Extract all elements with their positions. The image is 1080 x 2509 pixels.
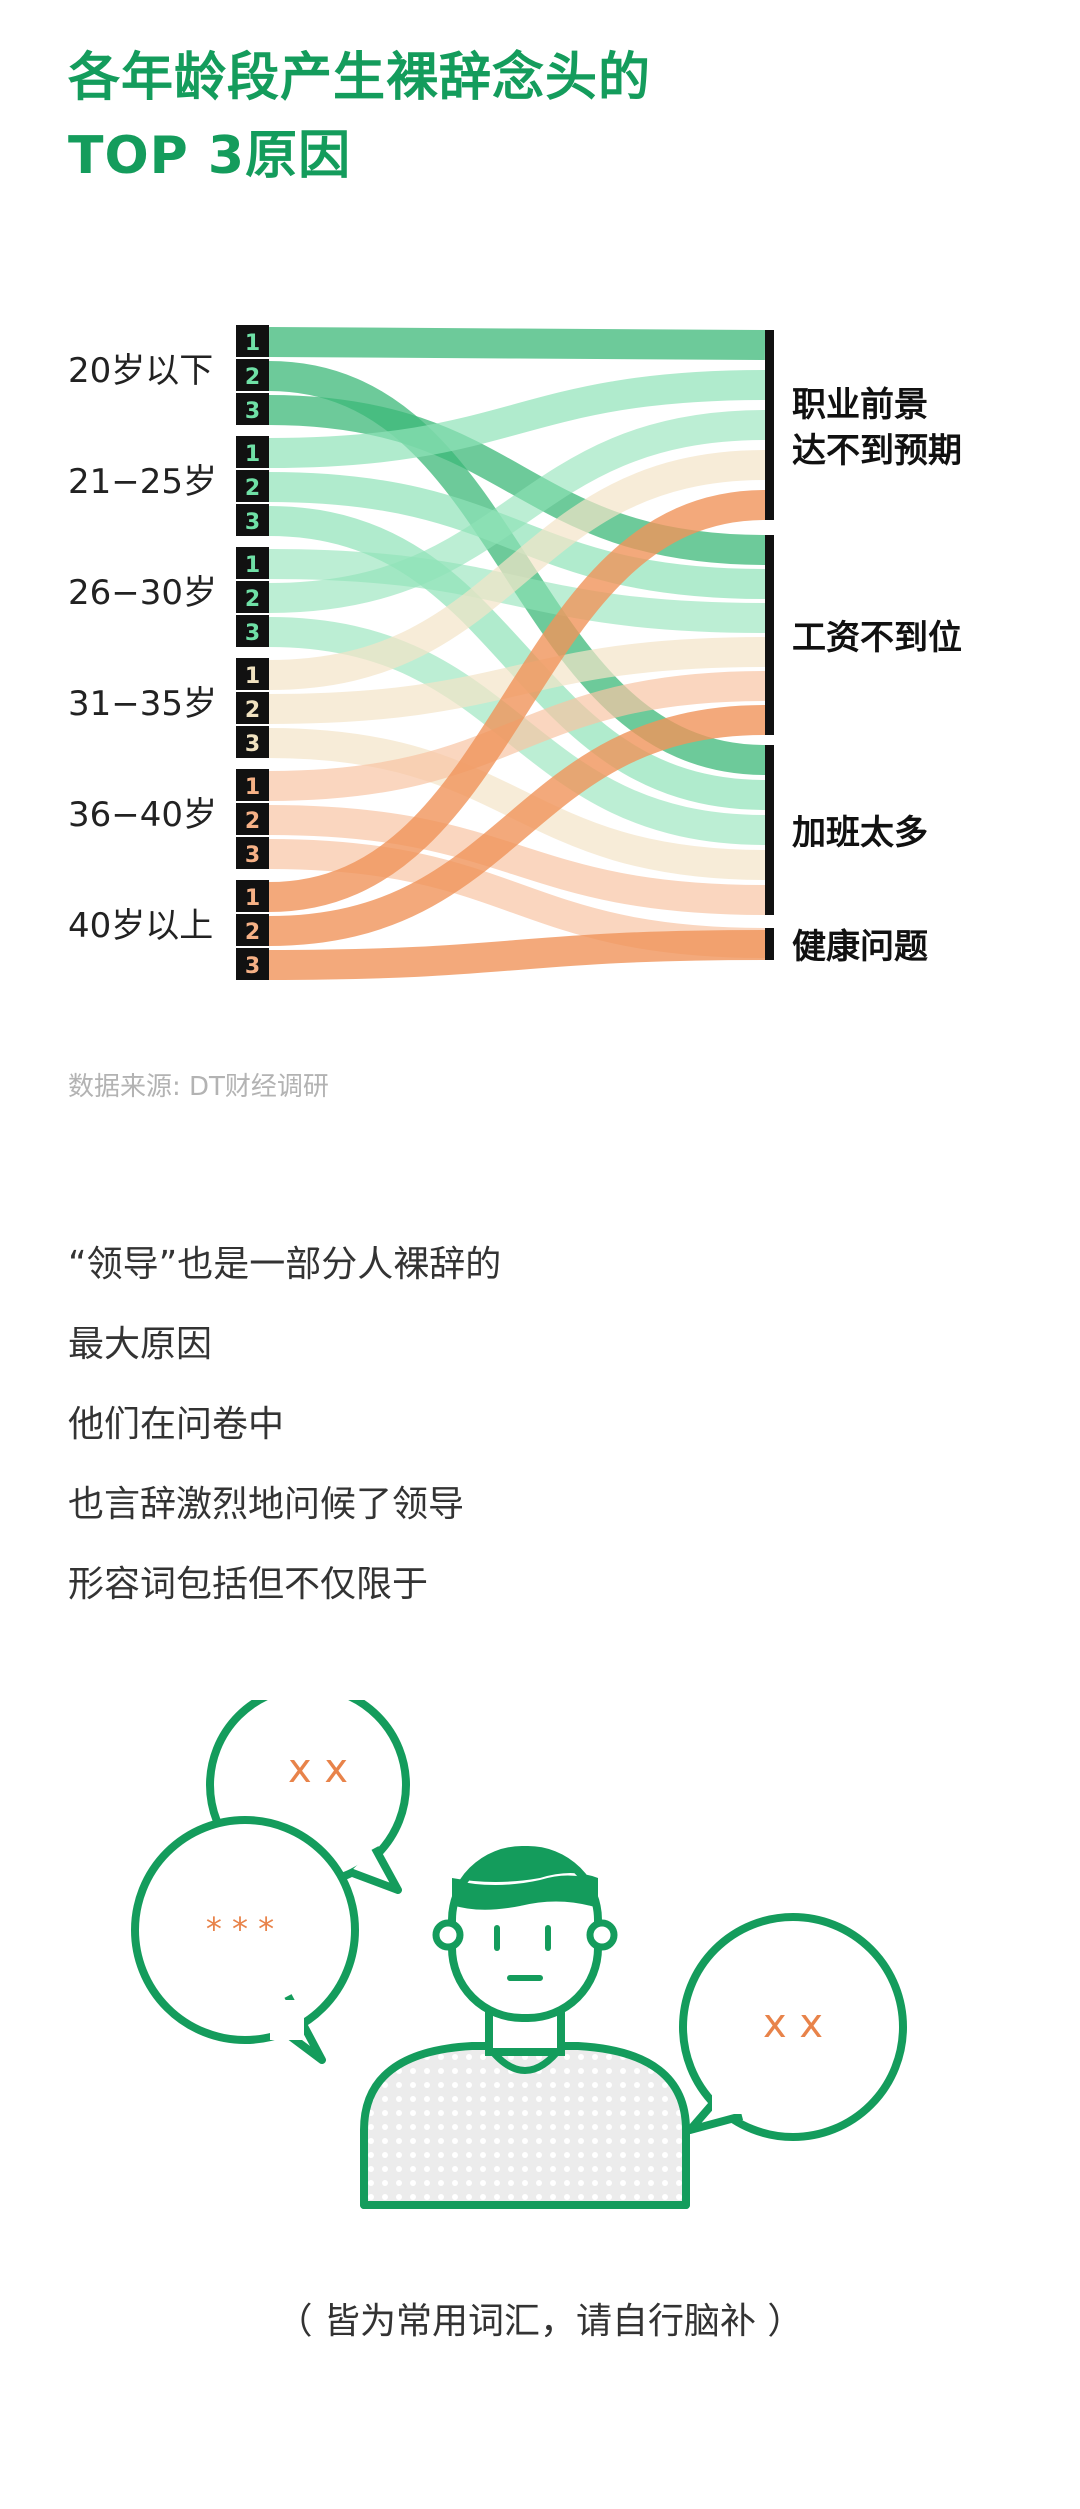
paragraph-line: 也言辞激烈地问候了领导	[68, 1484, 465, 1525]
rank-label: 1	[245, 664, 260, 689]
rank-label: 3	[245, 510, 260, 535]
rank-label: 2	[245, 365, 260, 390]
rank-label: 1	[245, 775, 260, 800]
rank-box	[236, 581, 269, 613]
rank-box	[236, 547, 269, 579]
rank-label: 1	[245, 886, 260, 911]
rank-box	[236, 658, 269, 690]
bubble-text-back-left: x x	[288, 1746, 348, 1792]
reason-label: 达不到预期	[792, 431, 962, 471]
rank-box	[236, 880, 269, 912]
reason-label: 职业前景	[792, 385, 928, 425]
sankey-link	[268, 410, 766, 613]
rank-label: 2	[245, 587, 260, 612]
rank-boxes: 1 2 3 1 2 3 1 2 3 1 2 3 1 2 3 1 2 3	[236, 325, 269, 980]
reason-label: 工资不到位	[792, 618, 962, 658]
sankey-link	[268, 549, 766, 633]
data-source-note: 数据来源: DT财经调研	[68, 1072, 329, 1102]
rank-label: 2	[245, 476, 260, 501]
age-label: 36−40岁	[68, 795, 217, 835]
age-label: 26−30岁	[68, 573, 217, 613]
sankey-link	[268, 450, 766, 690]
reason-bar	[765, 745, 774, 915]
rank-label: 3	[245, 954, 260, 979]
rank-box	[236, 948, 269, 980]
age-group-labels: 20岁以下 21−25岁 26−30岁 31−35岁 36−40岁 40岁以上	[68, 351, 217, 946]
rank-label: 2	[245, 698, 260, 723]
speech-bubble-right: x x	[679, 1913, 907, 2141]
age-label: 40岁以上	[68, 906, 213, 946]
paragraph-line: 形容词包括但不仅限于	[68, 1564, 429, 1605]
paragraph-line: 他们在问卷中	[68, 1404, 285, 1445]
sankey-chart: 1 2 3 1 2 3 1 2 3 1 2 3 1 2 3 1 2 3 20岁以下 21−25岁 26−30岁 31−3…	[68, 325, 962, 980]
age-label: 21−25岁	[68, 462, 217, 502]
sankey-link	[268, 930, 766, 980]
rank-box	[236, 803, 269, 835]
rank-label: 3	[245, 399, 260, 424]
rank-label: 3	[245, 843, 260, 868]
rank-box	[236, 837, 269, 869]
rank-label: 1	[245, 553, 260, 578]
rank-box	[236, 615, 269, 647]
age-label: 31−35岁	[68, 684, 217, 724]
speech-bubble-front-left: * * *	[131, 1816, 359, 2064]
caption: （ 皆为常用词汇，请自行脑补 ）	[276, 2301, 804, 2342]
rank-box	[236, 359, 269, 391]
sankey-link	[268, 327, 766, 360]
rank-box	[236, 504, 269, 536]
reason-bar	[765, 928, 774, 960]
sankey-link	[268, 370, 766, 468]
bubble-text-front-left: * * *	[206, 1910, 274, 1948]
sankey-link	[268, 728, 766, 880]
rank-box	[236, 436, 269, 468]
rank-box	[236, 325, 269, 357]
rank-box	[236, 914, 269, 946]
rank-label: 1	[245, 331, 260, 356]
rank-label: 2	[245, 920, 260, 945]
reason-bar	[765, 330, 774, 520]
age-label: 20岁以下	[68, 351, 213, 391]
rank-label: 3	[245, 732, 260, 757]
rank-box	[236, 692, 269, 724]
rank-box	[236, 726, 269, 758]
speech-illustration: x x * * * x x	[131, 1700, 907, 2209]
rank-label: 2	[245, 809, 260, 834]
person-figure	[360, 1846, 690, 2209]
sankey-link	[268, 490, 766, 912]
reason-label: 健康问题	[792, 927, 928, 967]
paragraph-line: “领导”也是一部分人裸辞的	[68, 1244, 502, 1285]
body-paragraph: “领导”也是一部分人裸辞的 最大原因 他们在问卷中 也言辞激烈地问候了领导 形容…	[68, 1225, 501, 1625]
reason-bar	[765, 535, 774, 735]
sankey-link	[268, 705, 766, 946]
reason-label: 加班太多	[792, 813, 928, 853]
sankey-link	[268, 506, 766, 810]
paragraph-line: 最大原因	[68, 1324, 213, 1365]
rank-label: 3	[245, 621, 260, 646]
rank-box	[236, 393, 269, 425]
rank-label: 1	[245, 442, 260, 467]
sankey-link	[268, 805, 766, 915]
sankey-flows	[268, 327, 766, 980]
sankey-link	[268, 671, 766, 801]
bubble-text-right: x x	[763, 2001, 823, 2047]
chart-title-line-1: 各年龄段产生裸辞念头的	[68, 48, 652, 108]
rank-box	[236, 769, 269, 801]
chart-title-line-2: TOP 3原因	[68, 126, 352, 186]
reason-bars	[765, 330, 774, 960]
rank-box	[236, 470, 269, 502]
sankey-link	[268, 472, 766, 599]
